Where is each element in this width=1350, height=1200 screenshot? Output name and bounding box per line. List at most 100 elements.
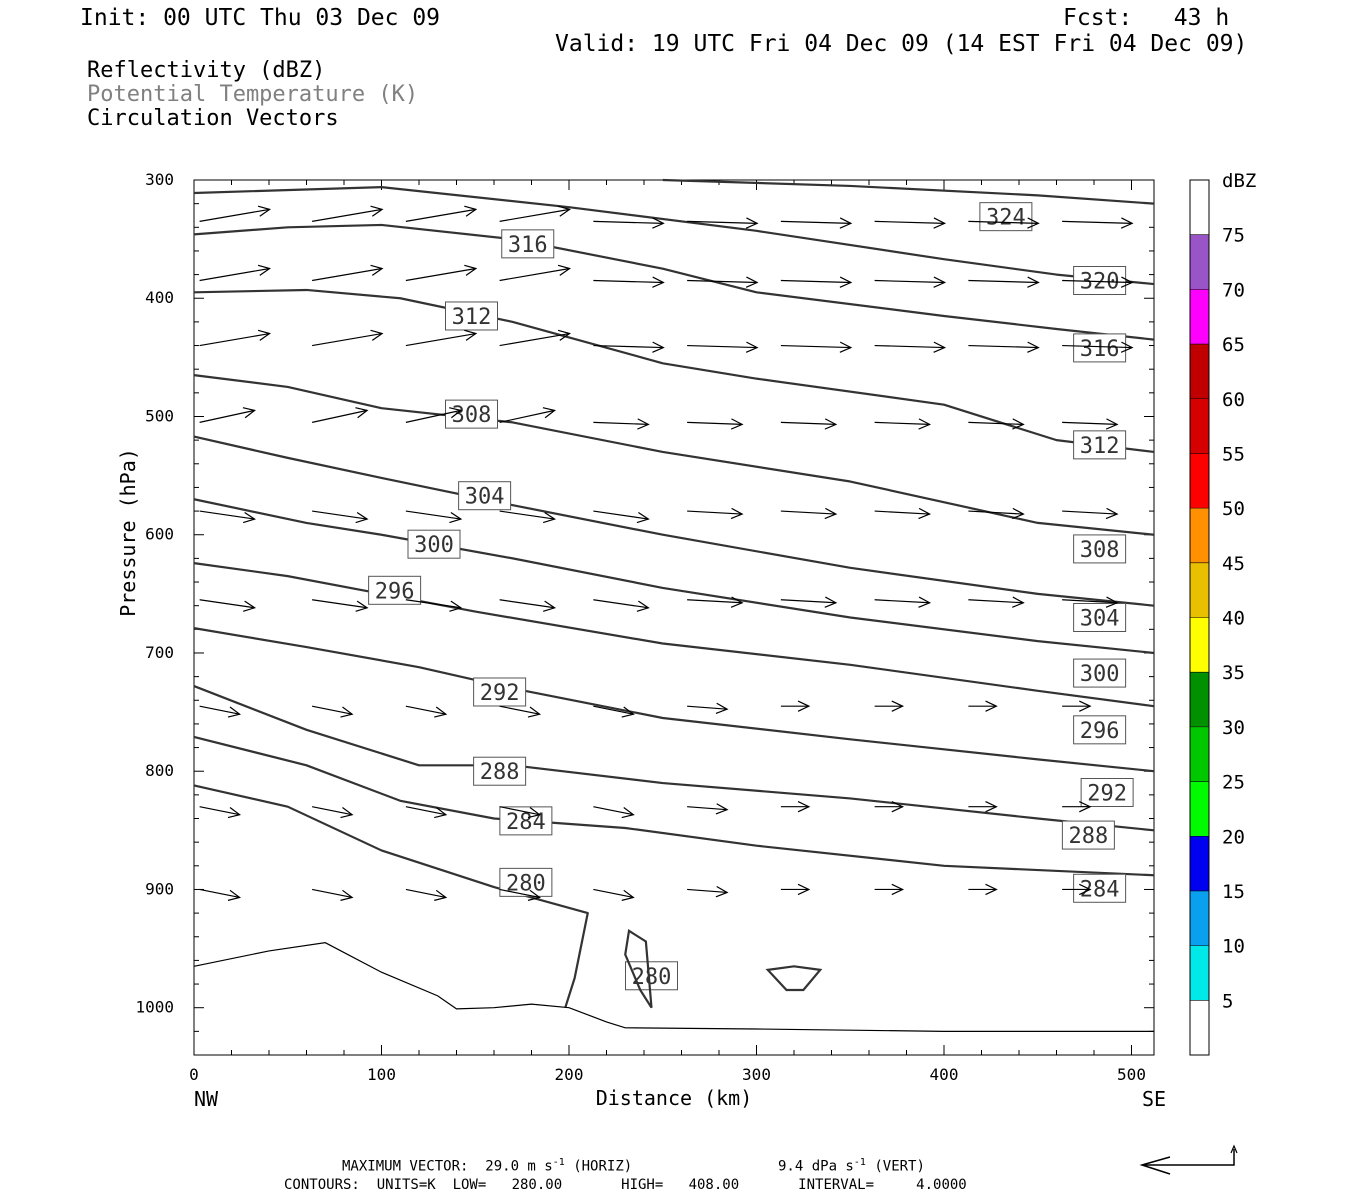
closed-contour-cell	[624, 929, 653, 1009]
x-tick-label: 400	[930, 1065, 959, 1084]
circulation-vector-head	[227, 807, 242, 819]
contour-label-box	[1073, 534, 1127, 564]
circulation-vector	[968, 599, 1024, 604]
vert-vector-label: (VERT)	[874, 1158, 925, 1175]
circulation-vector-head	[1120, 217, 1134, 229]
circulation-vector	[874, 220, 945, 224]
circulation-vector	[199, 888, 240, 899]
colorbar-segment	[1190, 672, 1209, 727]
theta-contour-324	[662, 178, 1155, 205]
vert-vector-readout: 9.4 dPa s-1 (VERT)	[778, 1157, 925, 1175]
circulation-vector-head	[715, 702, 729, 715]
circulation-vector-head	[370, 329, 384, 341]
circulation-vector-head	[464, 205, 478, 217]
circulation-vector	[1062, 220, 1133, 224]
circulation-vector	[593, 806, 634, 816]
circulation-vector-head	[242, 407, 256, 419]
circulation-vector	[1062, 421, 1118, 425]
circulation-vector	[1062, 279, 1133, 284]
x-tick-label: 200	[555, 1065, 584, 1084]
circulation-vector-head	[434, 706, 448, 718]
circulation-vector	[968, 421, 1024, 425]
contour-label-box	[407, 529, 461, 559]
forecast-hour: Fcst: 43 h	[1063, 5, 1230, 31]
contour-label: 304	[465, 485, 505, 510]
circulation-vector-head	[340, 706, 354, 718]
circulation-vector	[311, 409, 368, 423]
field-potential-temperature: Potential Temperature (K)	[87, 82, 419, 107]
circulation-vector-head	[434, 889, 448, 901]
circulation-vector-head	[557, 329, 572, 341]
circulation-vector-head	[542, 600, 557, 612]
circulation-vector	[199, 267, 270, 282]
circulation-vector	[687, 220, 758, 224]
colorbar-segment	[1190, 945, 1209, 1001]
contour-label-box	[979, 202, 1033, 232]
contour-label: 280	[506, 871, 546, 896]
circulation-vector-head	[242, 511, 257, 524]
max-vector-value: MAXIMUM VECTOR: 29.0 m s	[342, 1158, 553, 1175]
circulation-vector-head	[839, 217, 853, 229]
circulation-vector-head	[797, 801, 811, 813]
circulation-vector	[312, 267, 383, 282]
circulation-vector	[687, 344, 758, 349]
circulation-vector	[199, 409, 255, 423]
theta-contour-320	[193, 185, 1155, 286]
circulation-vector	[405, 705, 446, 715]
circulation-vector-head	[797, 883, 811, 896]
max-vector-readout: MAXIMUM VECTOR: 29.0 m s-1 (HORIZ)	[342, 1157, 633, 1175]
circulation-vector	[593, 705, 634, 715]
colorbar-segment	[1190, 836, 1209, 891]
contour-label-box	[1073, 430, 1127, 460]
colorbar-label: 50	[1222, 498, 1245, 520]
circulation-vector	[199, 705, 240, 715]
circulation-vector-head	[1079, 883, 1092, 896]
circulation-vector-head	[340, 807, 354, 819]
circulation-vector-head	[542, 407, 556, 419]
circulation-vector-head	[1105, 596, 1119, 608]
contour-label: 288	[480, 760, 520, 785]
contour-label: 284	[506, 810, 546, 835]
circulation-vector	[968, 510, 1024, 515]
circulation-vector-head	[355, 511, 369, 524]
theta-contour-288	[193, 685, 1155, 832]
circulation-vector-head	[464, 329, 478, 341]
circulation-vector-head	[745, 341, 759, 353]
circulation-vector-head	[621, 706, 635, 718]
circulation-vector-head	[824, 596, 838, 608]
circulation-vector-head	[985, 883, 998, 896]
colorbar-label: 55	[1222, 443, 1245, 465]
theta-contour-296	[193, 562, 1155, 708]
colorbar-unit: dBZ	[1222, 170, 1256, 192]
contour-label-box	[1073, 873, 1127, 903]
circulation-vector	[199, 806, 240, 816]
contour-label: 324	[986, 206, 1026, 231]
circulation-vector-head	[527, 807, 542, 819]
circulation-vector	[780, 510, 836, 515]
circulation-vector	[312, 208, 383, 222]
colorbar-segment	[1190, 289, 1209, 345]
circulation-vector	[499, 888, 540, 899]
circulation-vector	[499, 806, 540, 816]
circulation-vector-head	[891, 801, 905, 813]
circulation-vector-head	[527, 889, 542, 901]
colorbar-label: 75	[1222, 225, 1245, 247]
contour-label: 316	[508, 233, 548, 258]
x-axis-title: Distance (km)	[596, 1086, 753, 1110]
circulation-vector	[593, 279, 664, 284]
colorbar-label: 65	[1222, 334, 1245, 356]
circulation-vector	[687, 888, 728, 894]
circulation-vector-head	[621, 807, 635, 819]
reference-vector	[1142, 1149, 1235, 1166]
circulation-vector-head	[557, 264, 572, 276]
circulation-vector-head	[839, 276, 853, 288]
x-tick-label: 100	[367, 1065, 396, 1084]
circulation-vector-head	[1012, 418, 1025, 430]
circulation-vector	[405, 806, 446, 816]
x-tick-label: 0	[189, 1065, 199, 1084]
circulation-vector	[874, 344, 945, 349]
circulation-vector	[593, 220, 664, 224]
circulation-vector-head	[464, 264, 478, 276]
contour-label: 296	[1080, 719, 1120, 744]
circulation-vector-head	[449, 407, 463, 419]
